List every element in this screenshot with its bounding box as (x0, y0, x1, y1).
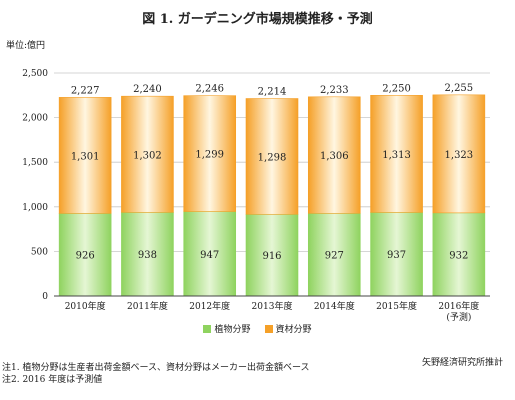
y-tick-label: 2,500 (22, 69, 48, 79)
y-tick-label: 1,500 (22, 158, 48, 168)
data-label-plants: 916 (262, 251, 281, 262)
x-tick-label: 2016年度 (438, 300, 479, 312)
x-axis-ticks: 2010年度 2011年度 2012年度 2013年度 2014年度 2015年度 2016… (65, 300, 480, 323)
x-tick-label: 2014年度 (314, 300, 355, 312)
y-tick-label: 500 (31, 247, 48, 257)
data-label-plants: 927 (325, 251, 344, 262)
x-tick-label: 2012年度 (189, 300, 230, 312)
data-label-materials: 1,299 (195, 150, 224, 161)
data-label-materials: 1,301 (71, 151, 100, 162)
x-tick-label: 2010年度 (65, 300, 106, 312)
footnote-1: 注1. 植物分野は生産者出荷金額ベース、資材分野はメーカー出荷金額ベース (2, 363, 310, 373)
data-label-total: 2,240 (133, 84, 162, 95)
data-label-total: 2,246 (195, 84, 224, 95)
bar-materials (370, 95, 423, 213)
chart-title: 図 1. ガーデニング市場規模推移・予測 (142, 12, 373, 27)
bar-materials (245, 98, 299, 215)
legend-label-plants: 植物分野 (214, 325, 251, 335)
y-tick-label: 2,000 (22, 114, 48, 124)
bar-materials (58, 97, 112, 214)
y-tick-label: 0 (42, 292, 48, 302)
x-tick-label: 2011年度 (127, 300, 168, 312)
bar-plants (370, 212, 423, 297)
bars (58, 94, 486, 297)
data-label-total: 2,214 (258, 87, 287, 98)
footnote-2: 注2. 2016 年度は予測値 (2, 375, 103, 385)
x-tick-sublabel: (予測) (446, 311, 471, 323)
bar-materials (183, 95, 237, 212)
data-label-plants: 938 (138, 250, 157, 261)
bar-materials (432, 94, 486, 214)
data-label-plants: 947 (200, 250, 219, 261)
source-credit: 矢野経済研究所推計 (421, 358, 503, 368)
bar-plants (245, 213, 299, 297)
y-tick-label: 1,000 (22, 203, 48, 213)
data-label-materials: 1,313 (382, 150, 411, 161)
data-label-materials: 1,298 (258, 152, 287, 163)
legend-label-materials: 資材分野 (275, 325, 312, 335)
legend-item-plants: 植物分野 (203, 322, 251, 335)
legend-swatch-materials (264, 324, 273, 333)
data-label-plants: 926 (76, 251, 95, 262)
data-label-materials: 1,302 (133, 150, 162, 161)
footnotes: 注1. 植物分野は生産者出荷金額ベース、資材分野はメーカー出荷金額ベース 注2.… (2, 362, 310, 386)
data-label-materials: 1,323 (445, 150, 474, 161)
x-tick-label: 2015年度 (376, 300, 417, 312)
bar-plants (183, 211, 237, 297)
data-label-materials: 1,306 (320, 151, 349, 162)
bar-materials (121, 95, 174, 213)
data-label-plants: 937 (387, 250, 406, 261)
legend-swatch-plants (203, 324, 212, 333)
unit-label: 単位:億円 (6, 41, 46, 51)
legend: 植物分野 資材分野 (0, 322, 515, 335)
data-label-total: 2,250 (382, 83, 411, 94)
x-tick-label: 2013年度 (252, 300, 293, 312)
data-label-total: 2,233 (320, 85, 349, 96)
bar-plants (121, 212, 174, 297)
legend-item-materials: 資材分野 (264, 322, 312, 335)
data-label-total: 2,255 (445, 83, 474, 94)
data-labels: 926 1,301 2,227 938 1,302 2,240 947 1,299 2,246 9… (71, 83, 473, 262)
y-axis-ticks: 0 500 1,000 1,500 2,000 2,500 (22, 69, 48, 302)
bar-plants (432, 212, 486, 297)
bar-materials (307, 96, 361, 214)
data-label-plants: 932 (449, 250, 468, 261)
bar-plants (307, 213, 361, 297)
data-label-total: 2,227 (71, 85, 100, 96)
